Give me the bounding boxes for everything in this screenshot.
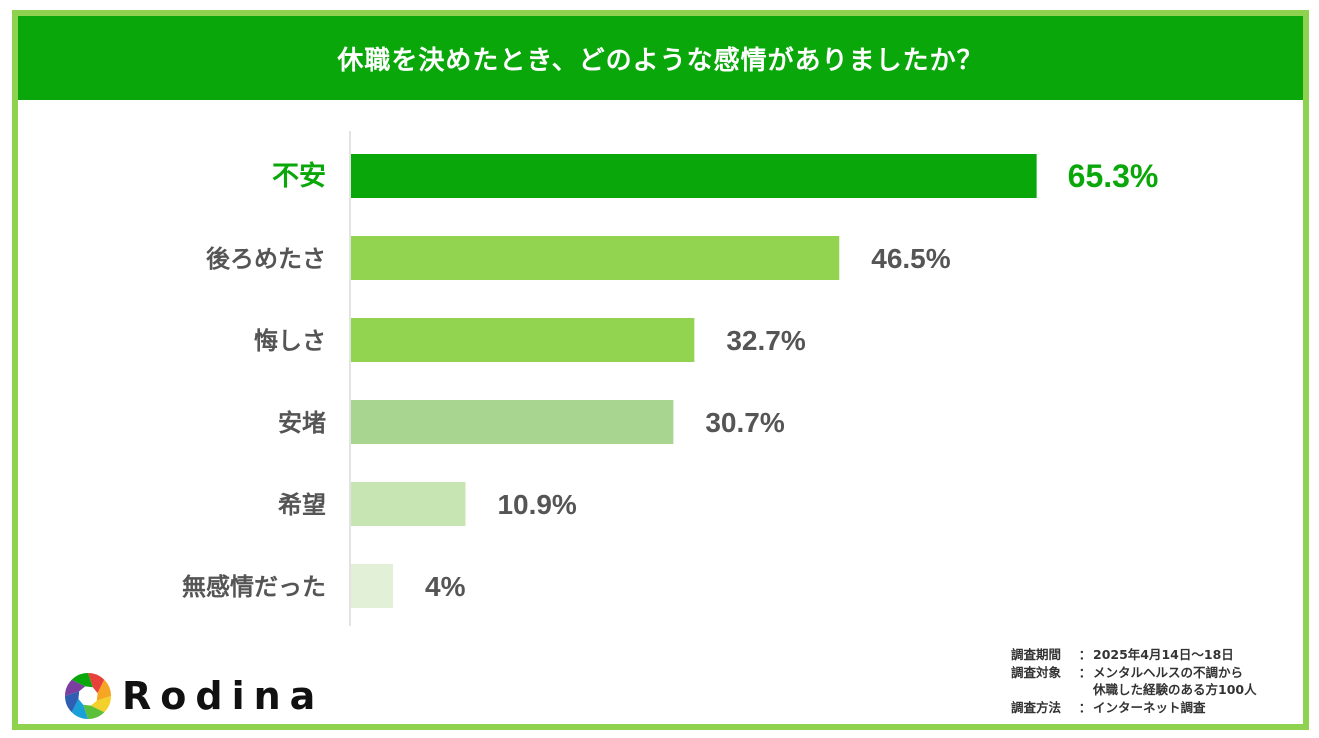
- logo-segment: [65, 679, 86, 696]
- logo-segment: [65, 691, 80, 713]
- target-value-line1: メンタルヘルスの不調から: [1093, 664, 1244, 680]
- survey-note: 調査期間 ： 2025年4月14日～18日 調査対象 ： メンタルヘルスの不調か…: [1011, 646, 1257, 716]
- logo-center: [80, 688, 96, 704]
- separator: ：: [1078, 699, 1092, 715]
- logo-segment: [71, 673, 93, 688]
- category-label: 希望: [278, 491, 326, 519]
- separator: ：: [1078, 664, 1092, 680]
- category-label: 無感情だった: [182, 573, 326, 601]
- value-label: 4%: [425, 571, 466, 602]
- aperture-ring-icon: [65, 673, 111, 719]
- category-label: 悔しさ: [254, 327, 326, 355]
- logo-segment: [90, 696, 111, 713]
- value-label: 65.3%: [1068, 158, 1159, 194]
- brand-logo: Rodina: [64, 672, 324, 720]
- period-value: 2025年4月14日～18日: [1093, 647, 1234, 662]
- category-label: 不安: [272, 161, 326, 192]
- target-label: 調査対象: [1011, 664, 1062, 680]
- chart-frame: 休職を決めたとき、どのような感情がありましたか？ 不安 65.3% 後ろめたさ 46.…: [12, 10, 1309, 730]
- target-value-line2: 休職した経験のある方100人: [1093, 682, 1257, 697]
- bar: [351, 400, 674, 444]
- logo-segment: [71, 698, 88, 719]
- bar-chart: 不安 65.3% 後ろめたさ 46.5% 悔しさ 32.7% 安堵 30.7% 希望 10.9% 無…: [182, 131, 1159, 626]
- bar: [351, 318, 695, 362]
- title-banner: 休職を決めたとき、どのような感情がありましたか？: [18, 16, 1303, 100]
- bar: [351, 154, 1037, 198]
- brand-name: Rodina: [122, 674, 325, 718]
- logo-segment: [88, 673, 105, 694]
- value-label: 10.9%: [497, 489, 576, 520]
- chart-title: 休職を決めたとき、どのような感情がありましたか？: [337, 45, 984, 76]
- bar: [351, 236, 840, 280]
- bar: [351, 482, 466, 526]
- value-label: 46.5%: [871, 243, 950, 274]
- value-label: 32.7%: [726, 325, 805, 356]
- logo-segment: [83, 704, 105, 719]
- period-label: 調査期間: [1011, 647, 1062, 662]
- value-label: 30.7%: [705, 407, 784, 438]
- logo-segment: [96, 679, 111, 701]
- method-label: 調査方法: [1011, 699, 1062, 715]
- method-value: インターネット調査: [1093, 699, 1206, 715]
- category-label: 後ろめたさ: [206, 245, 326, 273]
- separator: ：: [1078, 647, 1092, 662]
- bar: [351, 564, 393, 608]
- category-label: 安堵: [278, 409, 326, 437]
